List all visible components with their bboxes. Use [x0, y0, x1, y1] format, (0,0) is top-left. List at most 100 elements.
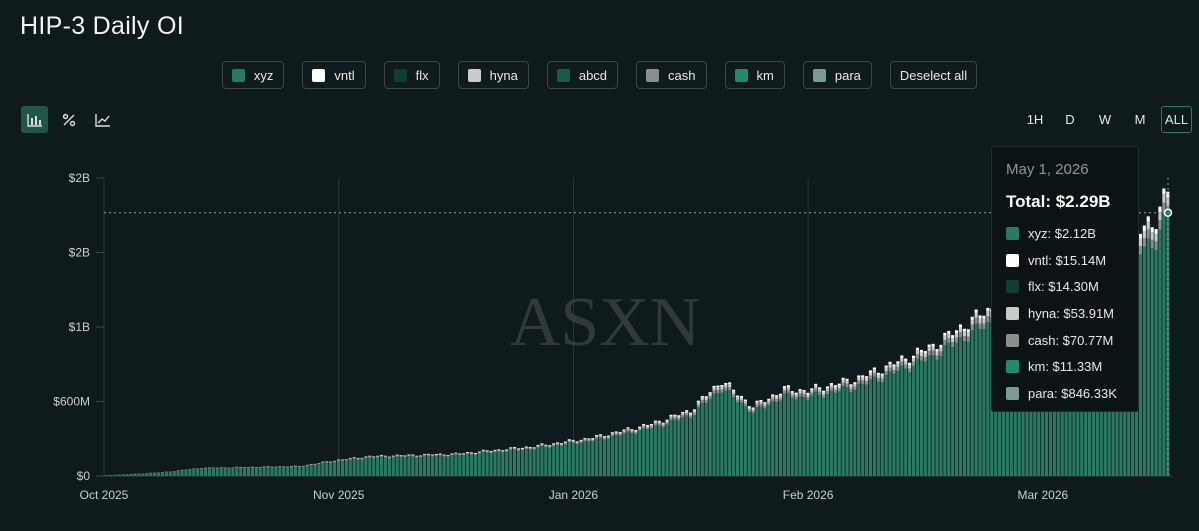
bar-other	[653, 420, 657, 422]
bar-other	[430, 455, 434, 457]
bar-other	[540, 445, 544, 447]
bar-other	[587, 438, 591, 440]
bar-other	[798, 393, 802, 397]
bar-xyz	[575, 444, 579, 476]
bar-other	[528, 446, 532, 448]
bar-other	[626, 429, 630, 432]
bar-xyz	[340, 460, 344, 476]
bar-other	[430, 455, 434, 456]
legend-label: km	[756, 67, 774, 83]
bar-other	[896, 367, 900, 372]
bar-xyz	[231, 468, 235, 476]
bar-xyz	[485, 452, 489, 476]
bar-other	[935, 349, 939, 352]
range-all[interactable]: ALL	[1161, 106, 1192, 133]
bar-other	[368, 456, 372, 458]
bar-xyz	[493, 452, 497, 476]
bar-other	[548, 445, 552, 447]
bar-other	[841, 379, 845, 383]
bar-other	[735, 397, 740, 400]
legend-swatch	[393, 68, 407, 82]
bar-other	[602, 436, 607, 438]
deselect-all-button[interactable]: Deselect all	[889, 61, 978, 89]
bar-xyz	[626, 431, 630, 476]
tooltip-row-label: hyna: $53.91M	[1028, 305, 1115, 321]
legend-item-cash[interactable]: cash	[636, 61, 707, 89]
tooltip-swatch	[1006, 253, 1019, 267]
bar-other	[364, 457, 368, 459]
bar-other	[1142, 238, 1146, 247]
bar-other	[618, 434, 622, 436]
bar-other	[645, 426, 650, 428]
range-1h[interactable]: 1H	[1026, 112, 1044, 127]
bar-other	[485, 451, 489, 453]
bar-other	[810, 392, 814, 396]
bar-other	[825, 388, 830, 391]
bar-other	[782, 387, 787, 391]
bar-other	[865, 381, 869, 385]
bar-other	[583, 438, 587, 440]
bar-other	[1162, 194, 1166, 203]
bar-other	[528, 448, 532, 450]
bar-xyz	[732, 397, 736, 476]
bar-other	[661, 422, 665, 424]
bar-other	[372, 456, 376, 458]
bar-xyz	[935, 359, 939, 476]
legend-item-para[interactable]: para	[802, 61, 872, 89]
legend-item-vntl[interactable]: vntl	[302, 61, 366, 89]
bar-other	[962, 331, 966, 337]
bar-other	[642, 426, 646, 429]
range-month[interactable]: M	[1134, 112, 1146, 127]
bar-xyz	[121, 474, 125, 476]
bar-other	[321, 462, 325, 463]
bar-chart-icon[interactable]	[21, 106, 48, 133]
bar-other	[1154, 233, 1158, 242]
bar-other	[1146, 216, 1150, 222]
bar-xyz	[176, 470, 180, 476]
tooltip-row: flx: $14.30M	[1006, 273, 1138, 300]
bar-xyz	[325, 462, 329, 476]
bar-other	[501, 450, 505, 452]
legend-item-xyz[interactable]: xyz	[221, 61, 285, 89]
bar-other	[872, 367, 876, 370]
bar-xyz	[356, 459, 360, 476]
legend-item-km[interactable]: km	[724, 61, 785, 89]
bar-xyz	[372, 458, 376, 476]
tooltip-row-label: xyz: $2.12B	[1028, 225, 1096, 241]
tooltip-row: km: $11.33M	[1006, 353, 1138, 380]
bar-other	[822, 392, 826, 396]
bar-other	[657, 420, 661, 422]
bar-other	[728, 382, 732, 385]
legend-item-hyna[interactable]: hyna	[457, 61, 529, 89]
bar-other	[747, 409, 751, 413]
tooltip-swatch	[1006, 226, 1019, 240]
bar-other	[872, 372, 876, 377]
bar-other	[900, 361, 904, 366]
bar-other	[591, 439, 595, 442]
bar-other	[704, 397, 708, 401]
tooltip-swatch	[1006, 280, 1019, 294]
legend-item-flx[interactable]: flx	[383, 61, 440, 89]
bar-xyz	[567, 442, 571, 476]
range-day[interactable]: D	[1065, 112, 1075, 127]
bar-other	[540, 443, 544, 445]
bar-xyz	[947, 343, 951, 476]
bar-xyz	[865, 384, 869, 476]
y-tick-label: $600M	[53, 395, 90, 409]
bar-xyz	[868, 379, 873, 476]
bar-xyz	[321, 462, 325, 476]
bar-other	[939, 347, 943, 352]
bar-other	[915, 354, 920, 359]
range-week[interactable]: W	[1098, 112, 1112, 127]
percent-icon[interactable]	[55, 106, 82, 133]
bar-other	[962, 336, 966, 342]
line-chart-icon[interactable]	[89, 106, 116, 133]
legend-item-abcd[interactable]: abcd	[546, 61, 619, 89]
x-tick-label: Feb 2026	[783, 488, 834, 502]
bar-other	[880, 373, 884, 376]
bar-xyz	[978, 329, 982, 476]
bar-other	[458, 454, 462, 456]
bar-other	[512, 447, 517, 449]
bar-other	[880, 378, 884, 383]
bar-xyz	[657, 425, 661, 476]
